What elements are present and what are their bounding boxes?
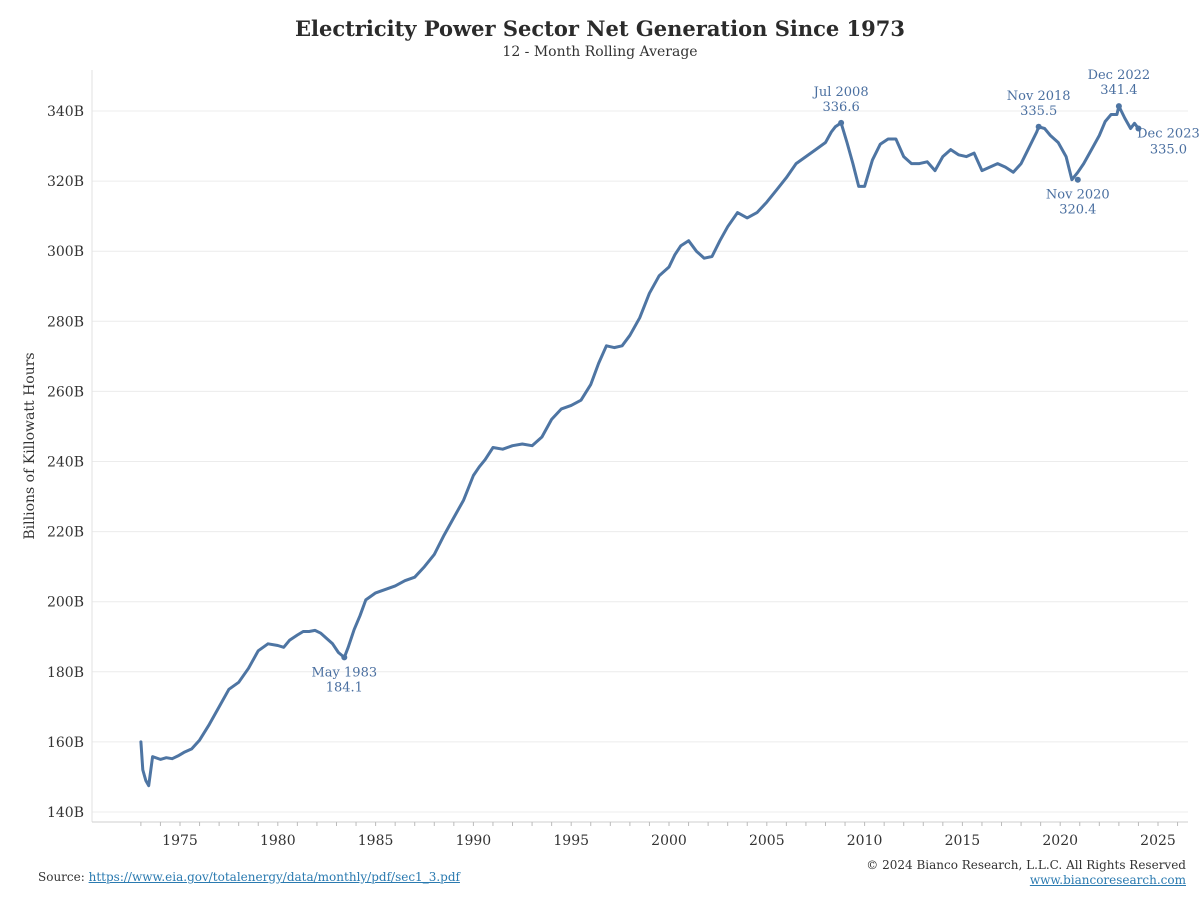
source-label: Source: [38,870,85,884]
y-tick-label: 320B [47,174,84,190]
annotation-value: 341.4 [1100,83,1137,98]
x-tick-label: 1990 [456,833,492,849]
x-tick-label: 2025 [1140,833,1176,849]
annotation-date: Jul 2008 [812,85,869,100]
x-tick-label: 1995 [553,833,589,849]
copyright-text: © 2024 Bianco Research, L.L.C. All Right… [866,858,1186,872]
y-tick-label: 180B [47,665,84,681]
annotation-point [1074,176,1081,183]
annotation-value: 336.6 [823,100,860,115]
y-tick-label: 300B [47,244,84,260]
annotation-date: Dec 2022 [1088,68,1151,83]
annotation-point [1135,125,1142,132]
x-tick-label: 2020 [1042,833,1078,849]
chart-title: Electricity Power Sector Net Generation … [294,16,906,41]
annotation-value: 335.5 [1020,104,1057,119]
x-tick-label: 2005 [749,833,785,849]
annotation-date: Nov 2018 [1007,89,1071,104]
y-tick-label: 240B [47,455,84,471]
y-tick-label: 280B [47,314,84,330]
y-tick-label: 340B [47,104,84,120]
x-tick-label: 2015 [945,833,981,849]
chart-subtitle: 12 - Month Rolling Average [502,44,698,60]
annotation-value: 184.1 [326,680,363,695]
y-tick-label: 160B [47,735,84,751]
y-axis-label: Billions of Killowatt Hours [22,352,38,539]
y-tick-label: 220B [47,525,84,541]
annotation-date: Dec 2023 [1137,127,1200,142]
y-axis: 140B 160B 180B 200B 220B 240B 260B 280B 300B 320B… [47,70,93,822]
x-tick-label: 2000 [651,833,687,849]
x-tick-label: 1980 [260,833,296,849]
annotation-point [341,654,348,661]
y-tick-label: 260B [47,384,84,400]
x-tick-label: 1985 [358,833,394,849]
source-note: Source: https://www.eia.gov/totalenergy/… [38,870,460,884]
annotation-value: 335.0 [1150,143,1187,158]
annotation-point [838,119,845,126]
annotation-point [1115,103,1122,110]
x-tick-label: 2010 [847,833,883,849]
y-tick-label: 200B [47,595,84,611]
series-line [139,104,1140,788]
annotation-point [1035,123,1042,130]
annotation-date: May 1983 [311,665,377,680]
gridlines [92,110,1188,813]
annotation-date: Nov 2020 [1046,188,1110,203]
source-link[interactable]: https://www.eia.gov/totalenergy/data/mon… [88,870,460,884]
x-axis: 1975 1980 1985 1990 1995 2000 2005 2010 2015 2020… [92,821,1188,849]
footer-credits: © 2024 Bianco Research, L.L.C. All Right… [866,858,1186,888]
x-tick-label: 1975 [162,833,198,849]
website-link[interactable]: www.biancoresearch.com [1029,873,1186,887]
y-tick-label: 140B [47,805,84,821]
annotation-value: 320.4 [1059,203,1096,218]
